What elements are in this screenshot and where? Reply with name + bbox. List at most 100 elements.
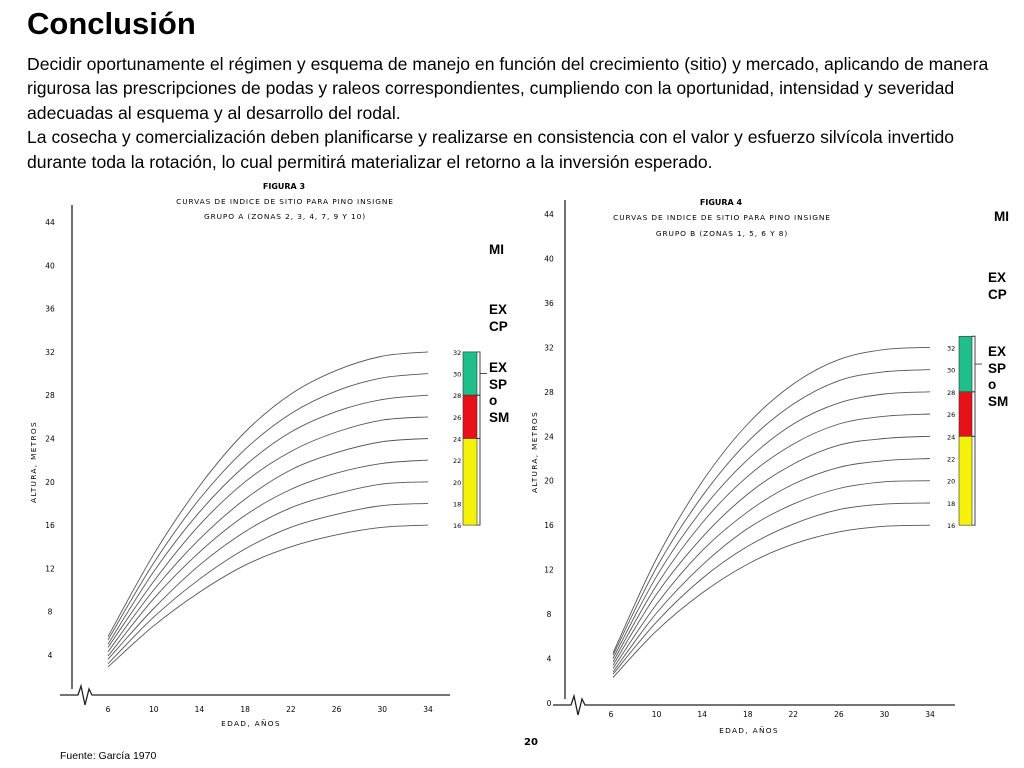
site-index-curve-24 <box>107 438 429 653</box>
curve-label-18: 18 <box>453 500 461 508</box>
band-excp <box>462 394 478 439</box>
curve-label-28: 28 <box>947 389 955 397</box>
y-tick-label: 40 <box>544 254 554 263</box>
y-tick-label: 32 <box>45 348 55 357</box>
x-tick-label: 30 <box>378 705 388 714</box>
band-bracket-exsp <box>477 438 481 526</box>
band-exsp <box>958 435 973 526</box>
curve-label-20: 20 <box>947 478 955 486</box>
y-axis-label: ALTURA, METROS <box>29 421 38 503</box>
x-axis-label: EDAD, AÑOS <box>221 719 281 728</box>
source-note: Fuente: García 1970 <box>60 750 157 762</box>
site-index-curve-26 <box>107 416 429 648</box>
site-index-curve-20 <box>612 480 931 673</box>
curve-label-28: 28 <box>453 392 461 400</box>
x-tick-label: 6 <box>106 705 111 714</box>
band-label-excp-fig3: EX CP <box>489 302 508 334</box>
site-index-curve-20 <box>107 481 429 660</box>
chart-subtitle: GRUPO B (ZONAS 1, 5, 6 Y 8) <box>656 229 788 238</box>
site-index-curve-32 <box>107 351 429 637</box>
figure-label: FIGURA 3 <box>263 182 305 191</box>
x-tick-label: 10 <box>149 705 159 714</box>
band-label-mi-fig4: MI <box>994 209 1009 224</box>
x-tick-label: 18 <box>743 710 753 719</box>
y-tick-label: 16 <box>45 521 55 530</box>
site-index-curve-24 <box>612 435 931 666</box>
y-tick-label: 8 <box>48 608 53 617</box>
x-tick-label: 22 <box>789 710 799 719</box>
figure-label: FIGURA 4 <box>700 198 743 207</box>
band-bracket-exsp <box>972 435 976 526</box>
band-mi <box>958 335 973 393</box>
y-tick-label: 40 <box>45 261 55 270</box>
x-tick-label: 14 <box>195 705 205 714</box>
site-index-curve-28 <box>612 391 931 659</box>
y-tick-label: 4 <box>48 651 53 660</box>
x-axis-line <box>60 683 450 706</box>
site-index-curve-28 <box>107 394 429 645</box>
y-tick-label: 0 <box>547 699 552 708</box>
site-index-curve-22 <box>612 458 931 669</box>
x-tick-label: 14 <box>697 710 707 719</box>
band-label-exsp-fig3: EX SP o SM <box>489 360 510 425</box>
curve-label-22: 22 <box>947 456 955 464</box>
y-tick-label: 20 <box>45 478 55 487</box>
site-index-curve-30 <box>107 373 429 641</box>
y-tick-label: 28 <box>45 391 55 400</box>
x-tick-label: 6 <box>609 710 614 719</box>
figure-3-chart: FIGURA 3 CURVAS DE INDICE DE SITIO PARA … <box>29 182 487 728</box>
x-tick-label: 18 <box>240 705 250 714</box>
x-tick-label: 26 <box>332 705 342 714</box>
band-label-mi-fig3: MI <box>489 242 504 257</box>
y-tick-label: 28 <box>544 388 554 397</box>
figure-4-chart: FIGURA 4 CURVAS DE INDICE DE SITIO PARA … <box>530 198 982 735</box>
x-axis-label: EDAD, AÑOS <box>719 726 779 735</box>
y-axis-label: ALTURA, METROS <box>530 411 539 493</box>
band-mi <box>462 351 478 396</box>
chart-title: CURVAS DE INDICE DE SITIO PARA PINO INSI… <box>176 197 394 206</box>
site-index-curve-18 <box>612 502 931 675</box>
curve-label-26: 26 <box>453 414 461 422</box>
y-tick-label: 12 <box>544 566 554 575</box>
x-tick-label: 10 <box>652 710 662 719</box>
y-tick-label: 36 <box>45 305 55 314</box>
page-number: 20 <box>524 737 538 748</box>
band-excp <box>958 391 973 437</box>
site-index-curve-30 <box>612 369 931 656</box>
curve-label-26: 26 <box>947 411 955 419</box>
y-tick-label: 8 <box>547 610 552 619</box>
curve-label-32: 32 <box>453 349 461 357</box>
chart-title: CURVAS DE INDICE DE SITIO PARA PINO INSI… <box>613 213 831 222</box>
slide-body: Decidir oportunamente el régimen y esque… <box>27 52 1017 174</box>
y-tick-label: 4 <box>547 655 552 664</box>
y-tick-label: 32 <box>544 343 554 352</box>
site-index-curve-16 <box>612 524 931 678</box>
site-index-curve-32 <box>612 346 931 654</box>
curve-label-24: 24 <box>453 436 461 444</box>
x-tick-label: 34 <box>423 705 433 714</box>
x-tick-label: 34 <box>925 710 935 719</box>
y-tick-label: 24 <box>45 435 55 444</box>
curve-label-16: 16 <box>947 522 955 530</box>
y-tick-label: 16 <box>544 521 554 530</box>
y-tick-label: 24 <box>544 432 554 441</box>
x-axis-line <box>553 693 955 716</box>
band-label-exsp-fig4: EX SP o SM <box>988 344 1009 409</box>
y-tick-label: 44 <box>544 210 554 219</box>
curve-label-22: 22 <box>453 457 461 465</box>
band-bracket-excp <box>477 394 481 439</box>
curve-label-30: 30 <box>947 367 955 375</box>
y-tick-label: 12 <box>45 564 55 573</box>
band-exsp <box>462 438 478 526</box>
curve-label-24: 24 <box>947 433 955 441</box>
curve-label-32: 32 <box>947 344 955 352</box>
slide-title: Conclusión <box>27 6 196 41</box>
x-tick-label: 26 <box>834 710 844 719</box>
band-bracket-mi <box>477 351 487 396</box>
x-tick-label: 22 <box>286 705 296 714</box>
y-tick-label: 20 <box>544 477 554 486</box>
curve-label-16: 16 <box>453 522 461 530</box>
band-bracket-mi <box>972 335 982 393</box>
y-tick-label: 44 <box>45 218 55 227</box>
